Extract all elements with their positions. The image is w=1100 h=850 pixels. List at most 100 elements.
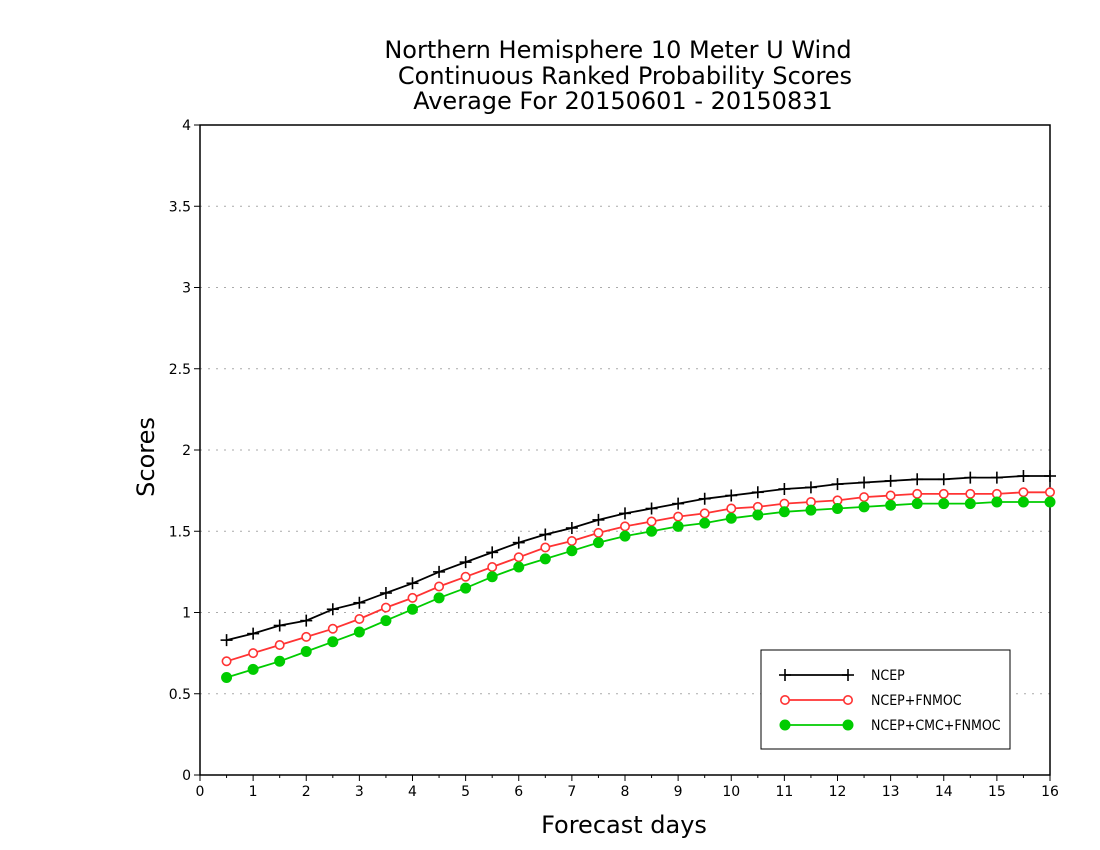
title-line-3: Average For 20150601 - 20150831	[413, 87, 833, 115]
legend-entry: NCEP	[779, 668, 905, 684]
x-tick-label: 10	[722, 784, 740, 800]
data-point	[513, 561, 525, 573]
data-point	[380, 602, 391, 613]
x-tick-label: 9	[674, 784, 683, 800]
series-ncep	[220, 470, 1056, 647]
grid	[200, 205, 1050, 695]
data-point	[779, 719, 791, 731]
data-point	[991, 496, 1003, 508]
data-point	[1044, 496, 1056, 508]
data-point	[1044, 470, 1056, 482]
x-tick-label: 0	[196, 784, 205, 800]
data-point	[938, 488, 949, 499]
data-point	[487, 561, 498, 572]
legend-label: NCEP+CMC+FNMOC	[871, 718, 1001, 734]
series-line	[226, 475, 1050, 641]
data-point	[778, 483, 791, 495]
data-point	[698, 492, 711, 505]
data-point	[646, 525, 658, 537]
x-axis-label: Forecast days	[541, 811, 707, 839]
data-point	[274, 655, 286, 667]
x-tick-label: 1	[249, 784, 258, 800]
data-point	[725, 512, 737, 524]
x-tick-label: 7	[567, 784, 576, 800]
data-point	[592, 537, 604, 549]
data-point	[354, 613, 365, 624]
y-tick-label: 1	[182, 606, 191, 622]
data-point	[247, 663, 259, 675]
data-point	[540, 542, 551, 553]
data-point	[990, 471, 1003, 484]
data-point	[221, 672, 233, 683]
data-point	[539, 553, 551, 565]
x-tick-label: 4	[408, 784, 417, 800]
data-point	[672, 497, 685, 510]
data-point	[858, 476, 871, 489]
y-tick-label: 3	[182, 281, 191, 297]
data-point	[459, 556, 472, 569]
data-point	[964, 471, 977, 484]
y-axis: 0 0.5 1 1.5 2 2.5 3 3.5 4	[169, 118, 200, 784]
data-point	[831, 478, 844, 491]
data-point	[672, 520, 684, 532]
x-axis: 0 1 2 3 4 5 6 7 8 9 10 11 12 13 14 15 16	[196, 775, 1059, 800]
y-tick-label: 2	[182, 443, 191, 459]
data-point	[565, 522, 578, 534]
data-point	[912, 488, 923, 499]
data-point	[885, 499, 897, 511]
data-point	[247, 627, 260, 640]
x-tick-label: 12	[829, 784, 847, 800]
data-point	[1017, 496, 1029, 508]
legend-entry: NCEP+FNMOC	[779, 693, 962, 709]
y-tick-label: 4	[182, 118, 191, 134]
data-point	[326, 603, 339, 616]
data-point	[539, 528, 552, 541]
x-tick-label: 3	[355, 784, 364, 800]
legend: NCEP NCEP+FNMOC NCEP+CMC+FNMOC	[760, 649, 1011, 750]
data-point	[460, 582, 472, 594]
y-tick-label: 1.5	[169, 524, 191, 540]
data-point	[379, 587, 392, 599]
data-point	[460, 571, 471, 582]
data-point	[274, 639, 285, 650]
data-point	[859, 492, 870, 503]
data-point	[566, 545, 578, 557]
data-point	[938, 498, 950, 510]
data-point	[937, 473, 950, 486]
data-point	[965, 488, 976, 499]
legend-label: NCEP+FNMOC	[871, 693, 962, 709]
data-point	[619, 530, 631, 542]
y-axis-label: Scores	[132, 417, 160, 497]
data-point	[407, 592, 418, 603]
x-tick-label: 5	[461, 784, 470, 800]
data-point	[726, 503, 737, 514]
data-point	[646, 516, 657, 527]
data-point	[778, 506, 790, 518]
x-tick-label: 15	[988, 784, 1006, 800]
data-point	[804, 481, 817, 494]
series-ncep-cmc-fnmoc	[221, 496, 1056, 683]
data-point	[911, 473, 924, 486]
data-point	[1017, 470, 1030, 482]
data-point	[752, 509, 764, 521]
data-point	[433, 592, 445, 604]
x-tick-label: 6	[514, 784, 523, 800]
x-tick-label: 13	[882, 784, 900, 800]
series-ncep-fnmoc	[221, 487, 1056, 667]
data-point	[911, 498, 923, 510]
data-point	[592, 513, 605, 526]
x-tick-label: 8	[621, 784, 630, 800]
data-point	[300, 646, 312, 657]
title-line-1: Northern Hemisphere 10 Meter U Wind	[384, 36, 851, 64]
data-point	[842, 719, 854, 731]
data-point	[301, 631, 312, 642]
data-point	[406, 577, 419, 590]
x-tick-label: 14	[935, 784, 953, 800]
data-point	[248, 648, 259, 659]
data-point	[699, 517, 711, 529]
data-point	[593, 527, 604, 538]
data-point	[619, 521, 630, 532]
data-point	[433, 565, 446, 578]
data-point	[858, 501, 870, 513]
